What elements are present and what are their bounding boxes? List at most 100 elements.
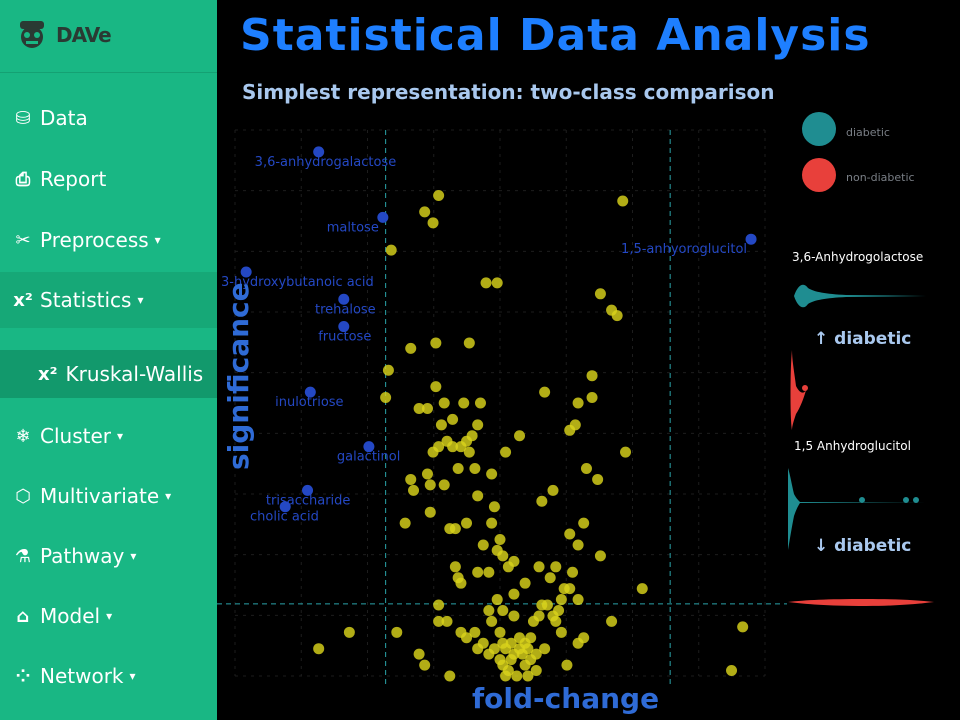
- data-point: [419, 206, 431, 218]
- data-point: [438, 397, 450, 409]
- data-point: [477, 539, 489, 551]
- data-point: [382, 364, 394, 376]
- document-icon: ⎙: [15, 168, 31, 190]
- data-point: [435, 419, 447, 431]
- data-point: [592, 473, 604, 485]
- chevron-down-icon: ▾: [106, 609, 113, 623]
- data-point: [519, 637, 531, 649]
- data-point: [405, 342, 417, 354]
- sidebar-item-data[interactable]: ⛁ Data: [0, 90, 217, 146]
- data-point: [494, 654, 506, 666]
- data-point: [461, 632, 473, 644]
- point-label: trehalose: [315, 302, 376, 317]
- data-point: [611, 310, 623, 322]
- logo-text: DAVe: [56, 23, 112, 47]
- sidebar-item-pathway[interactable]: ⚗ Pathway ▾: [0, 528, 217, 584]
- data-point: [527, 615, 539, 627]
- sidebar-item-label: Cluster: [40, 424, 111, 448]
- highlighted-point: [304, 386, 316, 398]
- data-point: [430, 381, 442, 393]
- data-point: [555, 594, 567, 606]
- data-point: [433, 441, 445, 453]
- point-label: 3-hydroxybutanoic acid: [221, 275, 374, 290]
- data-point: [544, 572, 556, 584]
- highlighted-point: [363, 441, 375, 453]
- data-point: [449, 561, 461, 573]
- highlighted-point: [745, 233, 757, 245]
- chevron-down-icon: ▾: [165, 489, 172, 503]
- sidebar-item-label: Multivariate: [40, 484, 160, 508]
- violin-arrow-down: ↓ diabetic: [814, 536, 912, 556]
- data-point: [483, 648, 495, 660]
- data-point: [491, 594, 503, 606]
- data-point: [444, 670, 456, 682]
- data-point: [561, 659, 573, 671]
- sidebar-item-network[interactable]: ⁘ Network ▾: [0, 648, 217, 704]
- legend-swatch-diabetic: [802, 112, 836, 146]
- data-point: [569, 419, 581, 431]
- institution-icon: ⌂: [16, 605, 30, 627]
- scissors-icon: ✂: [15, 229, 31, 251]
- point-label: inulotriose: [275, 395, 343, 410]
- data-point: [444, 523, 456, 535]
- data-point: [508, 610, 520, 622]
- sidebar-subitem-kruskal-wallis[interactable]: x² Kruskal-Wallis: [0, 350, 217, 398]
- data-point: [586, 392, 598, 404]
- chevron-down-icon: ▾: [130, 549, 137, 563]
- data-point: [452, 463, 464, 475]
- sidebar-item-cluster[interactable]: ❄ Cluster ▾: [0, 408, 217, 464]
- chevron-down-icon: ▾: [137, 293, 144, 307]
- data-point: [497, 550, 509, 562]
- data-point: [441, 615, 453, 627]
- highlighted-point: [302, 484, 314, 496]
- highlighted-point: [338, 293, 350, 305]
- chevron-down-icon: ▾: [117, 429, 124, 443]
- sidebar-item-report[interactable]: ⎙ Report: [0, 151, 217, 207]
- app-logo[interactable]: DAVe: [14, 10, 112, 60]
- data-point: [514, 430, 526, 442]
- data-point: [433, 190, 445, 202]
- data-point: [572, 397, 584, 409]
- sidebar-item-label: Data: [40, 106, 88, 130]
- violin-non-diabetic-1: [790, 350, 808, 430]
- chi-square-icon: x²: [13, 289, 33, 311]
- point-label: 3,6-anhydrogalactose: [255, 155, 397, 170]
- data-point: [500, 446, 512, 458]
- data-point: [419, 659, 431, 671]
- data-point: [594, 550, 606, 562]
- sidebar-item-label: Report: [40, 167, 107, 191]
- data-point: [539, 386, 551, 398]
- data-point: [474, 397, 486, 409]
- data-point: [463, 337, 475, 349]
- data-point: [461, 517, 473, 529]
- data-point: [497, 604, 509, 616]
- sidebar-item-statistics[interactable]: x² Statistics ▾: [0, 272, 217, 328]
- point-label: trisaccharide: [266, 493, 351, 508]
- y-axis-label: significance: [222, 282, 255, 470]
- data-point: [519, 577, 531, 589]
- data-point: [508, 555, 520, 567]
- violin-non-diabetic-2: [788, 599, 934, 606]
- data-point: [586, 370, 598, 382]
- data-point: [447, 441, 459, 453]
- data-point: [413, 648, 425, 660]
- data-point: [547, 484, 559, 496]
- legend-label-non-diabetic: non-diabetic: [846, 171, 915, 184]
- data-point: [433, 599, 445, 611]
- data-point: [553, 604, 565, 616]
- sidebar-item-model[interactable]: ⌂ Model ▾: [0, 588, 217, 644]
- sidebar-divider: [0, 72, 217, 73]
- sidebar-item-preprocess[interactable]: ✂ Preprocess ▾: [0, 212, 217, 268]
- data-point: [726, 665, 738, 677]
- data-point: [486, 517, 498, 529]
- highlighted-point: [338, 321, 350, 333]
- page-subtitle: Simplest representation: two-class compa…: [242, 80, 775, 104]
- data-point: [472, 566, 484, 578]
- data-point: [491, 277, 503, 289]
- data-point: [385, 244, 397, 256]
- data-point: [511, 670, 523, 682]
- sidebar-item-multivariate[interactable]: ⬡ Multivariate ▾: [0, 468, 217, 524]
- data-point: [413, 402, 425, 414]
- data-point: [483, 566, 495, 578]
- data-point: [572, 594, 584, 606]
